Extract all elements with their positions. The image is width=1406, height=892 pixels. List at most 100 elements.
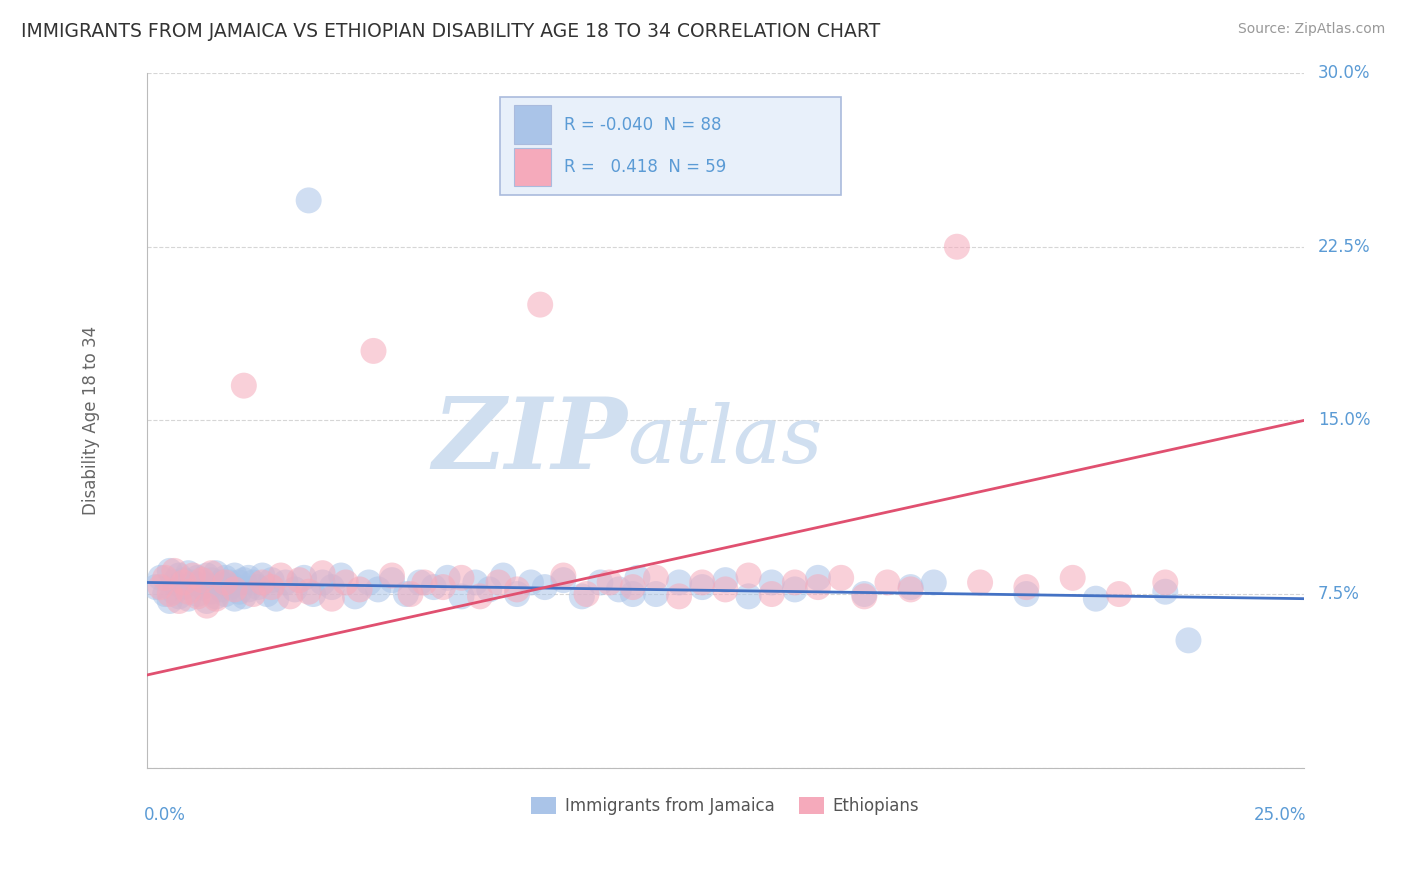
Text: 7.5%: 7.5% [1317,585,1360,603]
Legend: Immigrants from Jamaica, Ethiopians: Immigrants from Jamaica, Ethiopians [524,790,927,822]
Point [478,582,501,597]
Point [252,575,274,590]
Point [298,584,321,599]
Point [232,590,254,604]
Point [969,575,991,590]
Point [205,566,228,581]
Point [224,582,246,597]
Point [553,568,575,582]
Point [228,575,250,590]
Point [232,573,254,587]
Point [205,591,228,606]
Point [321,591,343,606]
Point [177,566,200,581]
Point [224,568,246,582]
Point [321,580,343,594]
Point [783,582,806,597]
Point [900,580,922,594]
Point [298,194,321,208]
Point [181,582,204,597]
Point [246,580,269,594]
Point [357,575,380,590]
Text: Source: ZipAtlas.com: Source: ZipAtlas.com [1237,22,1385,37]
Point [167,568,190,582]
Point [195,568,218,582]
Point [1015,587,1038,601]
Point [645,571,668,585]
Point [714,573,737,587]
Point [668,590,690,604]
Point [367,582,389,597]
Point [173,573,195,587]
Point [690,575,713,590]
Point [1084,591,1107,606]
Point [284,582,307,597]
Point [381,573,404,587]
Point [761,575,783,590]
Point [330,568,353,582]
Point [159,587,181,601]
FancyBboxPatch shape [513,148,551,186]
Text: 15.0%: 15.0% [1317,411,1371,429]
Point [1108,587,1130,601]
Point [413,575,436,590]
Point [186,571,208,585]
Point [159,594,181,608]
Point [191,580,214,594]
Point [488,575,510,590]
Point [264,591,287,606]
Point [876,575,898,590]
Point [159,564,181,578]
Point [506,582,529,597]
Point [177,584,200,599]
Point [668,575,690,590]
Point [1015,580,1038,594]
Point [191,573,214,587]
Point [464,575,486,590]
Point [395,587,418,601]
Text: ZIP: ZIP [432,393,627,490]
Point [214,587,236,601]
Point [200,573,222,587]
Point [450,571,472,585]
Point [242,575,264,590]
Point [186,587,208,601]
Point [853,590,876,604]
Point [946,240,969,254]
Point [432,580,454,594]
Point [173,580,195,594]
Point [830,571,852,585]
Text: R =   0.418  N = 59: R = 0.418 N = 59 [564,159,727,177]
Point [186,590,208,604]
Point [200,584,222,599]
Point [381,568,404,582]
Point [224,591,246,606]
Point [571,590,593,604]
Point [589,575,612,590]
Point [292,571,315,585]
Point [363,343,385,358]
Point [173,575,195,590]
Point [853,587,876,601]
Point [506,587,529,601]
Point [209,582,232,597]
Point [737,568,759,582]
Point [529,297,551,311]
Point [149,580,172,594]
Point [626,571,648,585]
FancyBboxPatch shape [513,105,551,144]
Text: 30.0%: 30.0% [1317,64,1371,82]
Point [807,571,830,585]
Point [399,587,422,601]
Point [181,575,204,590]
Point [256,587,278,601]
Point [228,584,250,599]
Point [242,587,264,601]
Text: 22.5%: 22.5% [1317,238,1371,256]
Point [163,575,186,590]
Text: atlas: atlas [627,402,823,480]
Point [1154,584,1177,599]
Text: R = -0.040  N = 88: R = -0.040 N = 88 [564,116,723,134]
Point [238,582,260,597]
Point [177,591,200,606]
